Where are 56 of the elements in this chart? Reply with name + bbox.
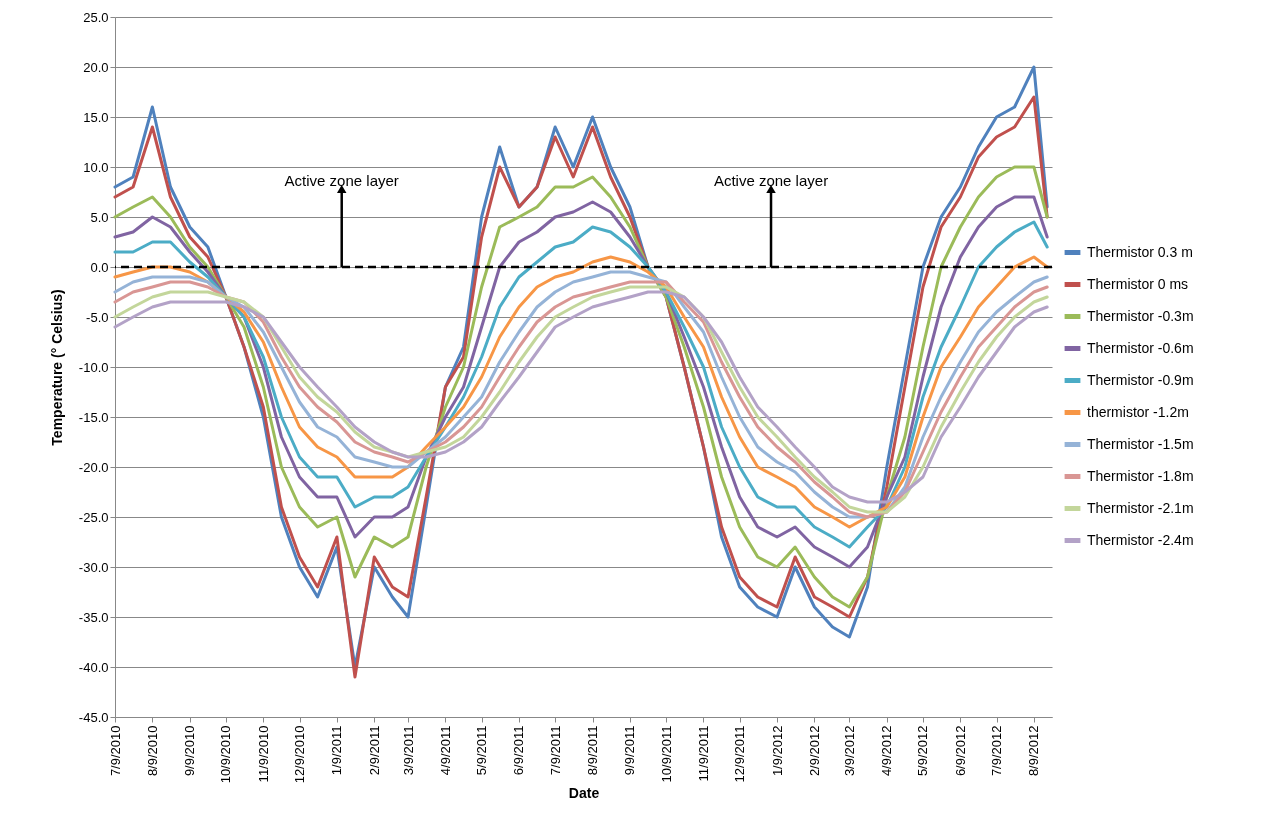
x-tick-label: 7/9/2010 xyxy=(107,725,123,777)
legend-label: Thermistor -1.8m xyxy=(1087,467,1194,484)
y-axis-title: Temperature (° Celsius) xyxy=(48,289,65,446)
legend-label: Thermistor 0.3 m xyxy=(1087,243,1193,260)
legend-label: Thermistor 0 ms xyxy=(1087,275,1189,292)
x-tick-label: 5/9/2012 xyxy=(915,725,931,777)
x-tick-label: 10/9/2010 xyxy=(218,725,234,784)
y-tick-label: 5.0 xyxy=(90,209,109,225)
x-tick-label: 11/9/2011 xyxy=(695,725,711,782)
x-axis-title: Date xyxy=(568,785,600,802)
legend-label: Thermistor -0.6m xyxy=(1087,339,1194,356)
x-tick-label: 8/9/2012 xyxy=(1026,725,1042,777)
x-tick-label: 6/9/2012 xyxy=(952,725,968,777)
x-tick-label: 3/9/2012 xyxy=(841,725,857,777)
x-tick-label: 1/9/2011 xyxy=(329,725,345,776)
y-tick-label: -5.0 xyxy=(86,309,109,325)
x-tick-label: 11/9/2010 xyxy=(255,725,271,783)
legend-label: Thermistor -1.5m xyxy=(1087,435,1194,452)
y-tick-label: 0.0 xyxy=(90,259,109,275)
y-tick-label: -30.0 xyxy=(78,559,109,575)
legend-label: Thermistor -2.4m xyxy=(1087,531,1194,548)
y-tick-label: -40.0 xyxy=(78,659,109,675)
y-tick-label: -25.0 xyxy=(78,509,109,525)
x-tick-label: 2/9/2012 xyxy=(806,725,822,777)
y-tick-label: 25.0 xyxy=(83,9,109,25)
y-tick-label: 20.0 xyxy=(83,59,109,75)
x-tick-label: 12/9/2010 xyxy=(292,725,308,784)
x-tick-label: 3/9/2011 xyxy=(400,725,416,776)
legend-label: Thermistor -0.3m xyxy=(1087,307,1194,324)
x-tick-label: 9/9/2010 xyxy=(182,725,198,777)
x-tick-label: 7/9/2012 xyxy=(989,725,1005,777)
y-tick-label: -35.0 xyxy=(78,609,109,625)
legend-label: thermistor -1.2m xyxy=(1087,403,1189,420)
annotation: Active zone layer xyxy=(284,172,399,189)
x-tick-label: 9/9/2011 xyxy=(622,725,638,776)
y-tick-label: -10.0 xyxy=(78,359,109,375)
x-tick-label: 8/9/2011 xyxy=(585,725,601,776)
line-series xyxy=(113,165,1049,609)
x-tick-label: 4/9/2011 xyxy=(437,725,453,776)
y-tick-label: 10.0 xyxy=(83,159,109,175)
x-tick-label: 2/9/2011 xyxy=(366,725,382,776)
y-tick-label: -45.0 xyxy=(78,709,109,725)
x-tick-label: 10/9/2011 xyxy=(658,725,674,783)
x-tick-label: 12/9/2011 xyxy=(732,725,748,783)
x-tick-label: 7/9/2011 xyxy=(547,725,563,776)
legend-label: Thermistor -2.1m xyxy=(1087,499,1194,516)
x-tick-label: 8/9/2010 xyxy=(144,725,160,777)
y-tick-label: 15.0 xyxy=(83,109,109,125)
x-tick-label: 5/9/2011 xyxy=(474,725,490,776)
x-tick-label: 6/9/2011 xyxy=(511,725,527,776)
y-tick-label: -20.0 xyxy=(78,459,109,475)
x-tick-label: 4/9/2012 xyxy=(879,725,895,777)
annotation: Active zone layer xyxy=(713,172,829,189)
y-tick-label: -15.0 xyxy=(78,409,109,425)
legend-label: Thermistor -0.9m xyxy=(1087,371,1194,388)
x-tick-label: 1/9/2012 xyxy=(769,725,785,777)
